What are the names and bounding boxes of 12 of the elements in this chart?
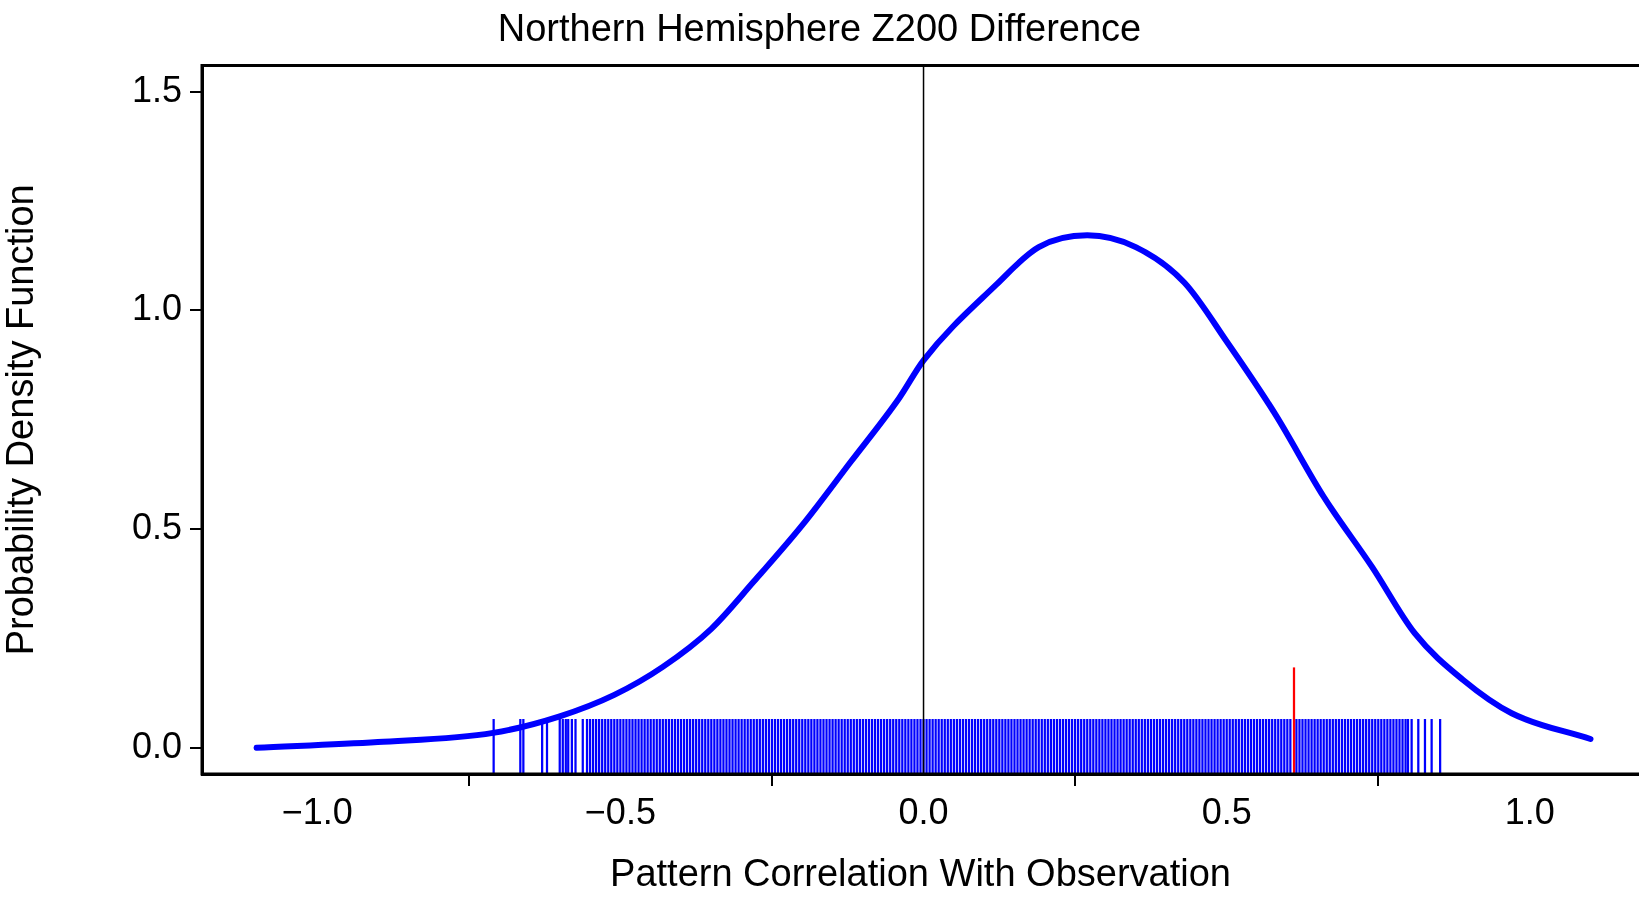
x-tick-label: 0.0 <box>898 790 949 832</box>
y-tick-label: 1.5 <box>131 68 182 110</box>
y-tick-label: 0.5 <box>131 506 182 548</box>
x-tick-label: 1.0 <box>1504 790 1555 832</box>
x-tick-label: 0.5 <box>1201 790 1252 832</box>
y-tick-label: 1.0 <box>131 287 182 329</box>
y-axis-title: Probability Density Function <box>0 184 42 656</box>
x-axis-title: Pattern Correlation With Observation <box>610 851 1231 894</box>
x-tick-label: −0.5 <box>584 790 656 832</box>
y-tick-label: 0.0 <box>131 724 182 766</box>
x-tick-label: −1.0 <box>281 790 353 832</box>
chart-title: Northern Hemisphere Z200 Difference <box>497 7 1142 50</box>
